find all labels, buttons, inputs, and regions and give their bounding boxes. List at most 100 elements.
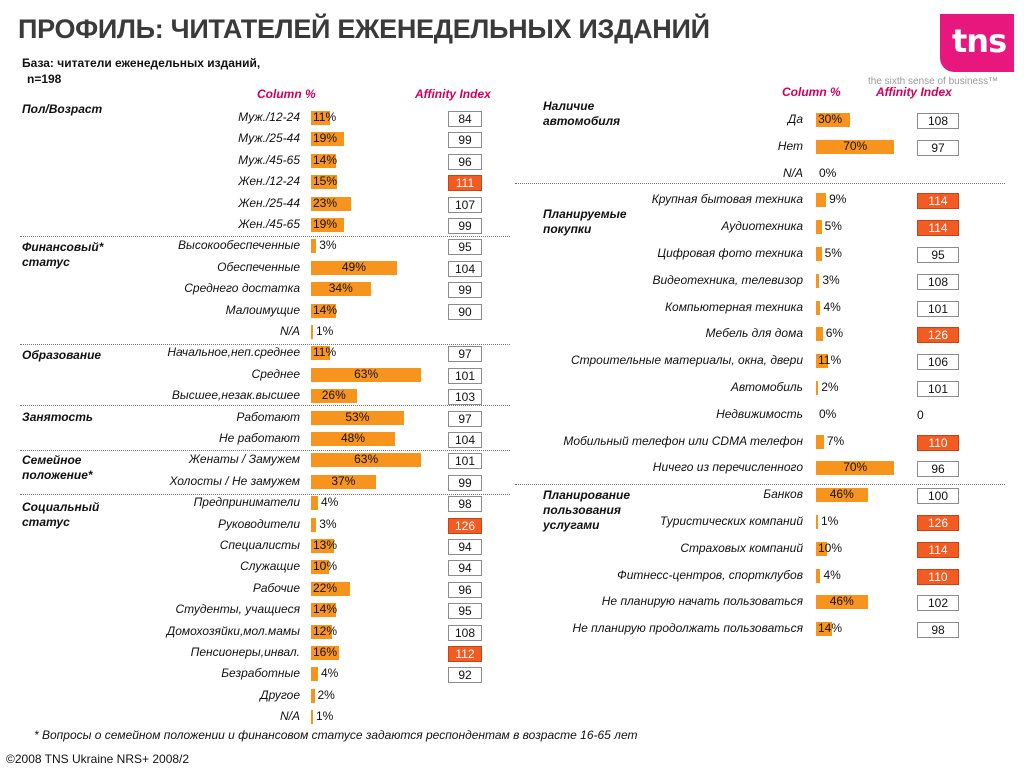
data-bar xyxy=(311,432,395,446)
affinity-index: 96 xyxy=(448,154,482,170)
affinity-index: 99 xyxy=(448,132,482,148)
footnote: * Вопросы о семейном положении и финансо… xyxy=(34,728,638,742)
data-label: 6% xyxy=(825,326,844,340)
affinity-index: 108 xyxy=(917,113,959,129)
data-label: 7% xyxy=(826,434,845,448)
row-label: Муж./12-24 xyxy=(238,110,300,124)
data-bar xyxy=(311,261,397,275)
data-bar xyxy=(311,496,318,510)
data-label: 9% xyxy=(829,192,847,206)
affinity-index: 114 xyxy=(917,220,959,236)
data-label: 22% xyxy=(313,581,338,595)
data-label: 0% xyxy=(819,166,837,180)
data-label: 30% xyxy=(818,112,843,126)
affinity-index: 101 xyxy=(917,381,959,397)
data-label: 16% xyxy=(313,645,338,659)
data-label: 63% xyxy=(354,367,379,381)
affinity-index: 96 xyxy=(448,582,482,598)
data-label: 4% xyxy=(321,495,339,509)
data-bar xyxy=(311,689,315,703)
data-label: 26% xyxy=(321,388,346,402)
row-label: Да xyxy=(787,112,803,126)
data-bar xyxy=(816,247,822,261)
data-label: 2% xyxy=(317,688,335,702)
section-title: Образование xyxy=(22,348,102,362)
data-label: 14% xyxy=(313,153,338,167)
affinity-index: 103 xyxy=(448,389,482,405)
affinity-index: 100 xyxy=(917,488,959,504)
row-label: Безработные xyxy=(221,666,300,680)
data-bar xyxy=(311,518,317,532)
affinity-index: 94 xyxy=(448,539,482,555)
row-label: Крупная бытовая техника xyxy=(651,192,803,206)
left-column-percent-header: Column % xyxy=(257,87,316,101)
data-bar xyxy=(311,389,357,403)
data-bar xyxy=(816,193,827,207)
row-label: Видеотехника, телевизор xyxy=(652,273,803,287)
section-divider xyxy=(20,450,510,451)
section-title: Пол/Возраст xyxy=(22,102,103,116)
data-bar xyxy=(311,625,332,639)
data-bar xyxy=(311,282,371,296)
data-bar xyxy=(311,539,334,553)
row-label: Строительные материалы, окна, двери xyxy=(570,353,803,367)
data-bar xyxy=(311,154,336,168)
data-bar xyxy=(311,411,404,425)
section-divider xyxy=(20,494,510,495)
page-title: ПРОФИЛЬ: ЧИТАТЕЛЕЙ ЕЖЕНЕДЕЛЬНЫХ ИЗДАНИЙ xyxy=(18,14,710,44)
row-label: Холосты / Не замужем xyxy=(169,474,300,488)
data-bar xyxy=(816,113,850,127)
data-label: 37% xyxy=(331,474,356,488)
affinity-index: 97 xyxy=(448,411,482,427)
affinity-index: 110 xyxy=(917,435,959,451)
data-bar xyxy=(816,354,829,368)
data-label: 1% xyxy=(316,709,334,723)
affinity-index: 107 xyxy=(448,197,482,213)
data-bar xyxy=(311,475,376,489)
row-label: Служащие xyxy=(240,559,300,573)
affinity-index: 90 xyxy=(448,304,482,320)
affinity-index: 126 xyxy=(448,518,482,534)
row-label: Среднего достатка xyxy=(184,281,300,295)
data-bar xyxy=(311,646,339,660)
affinity-index: 126 xyxy=(917,515,959,531)
data-label: 70% xyxy=(843,460,868,474)
row-label: Женаты / Замужем xyxy=(188,452,300,466)
section-divider xyxy=(515,183,1005,184)
row-label: Не работают xyxy=(219,431,300,445)
row-label: Студенты, учащиеся xyxy=(175,602,300,616)
affinity-index: 102 xyxy=(917,595,959,611)
data-bar xyxy=(816,488,868,502)
data-bar xyxy=(311,197,352,211)
row-label: Жен./25-44 xyxy=(238,196,300,210)
row-label: Туристических компаний xyxy=(659,514,803,528)
row-label: Нет xyxy=(777,139,803,153)
row-label: Высокообеспеченные xyxy=(177,238,300,252)
affinity-index: 95 xyxy=(448,239,482,255)
data-label: 46% xyxy=(829,487,854,501)
row-label: Среднее xyxy=(251,367,300,381)
data-label: 1% xyxy=(316,324,334,338)
row-label: Автомобиль xyxy=(730,380,803,394)
section-title: Финансовый* статус xyxy=(22,240,104,269)
logo-text: tns xyxy=(952,22,1007,60)
data-label: 3% xyxy=(822,273,840,287)
row-label: Предприниматели xyxy=(193,495,300,509)
data-bar xyxy=(311,667,318,681)
data-label: 0% xyxy=(819,407,837,421)
data-bar xyxy=(816,435,824,449)
affinity-index: 97 xyxy=(448,346,482,362)
data-label: 19% xyxy=(313,217,338,231)
data-bar xyxy=(311,218,345,232)
row-label: Обеспеченные xyxy=(217,260,300,274)
data-bar xyxy=(311,710,313,724)
data-label: 14% xyxy=(818,621,843,635)
data-label: 1% xyxy=(821,514,839,528)
data-label: 34% xyxy=(328,281,353,295)
row-label: Начальное,неп.среднее xyxy=(167,345,300,359)
row-label: Цифровая фото техника xyxy=(657,246,803,260)
base-description: База: читатели еженедельных изданий, xyxy=(22,56,261,70)
affinity-index: 106 xyxy=(917,354,959,370)
affinity-index: 104 xyxy=(448,261,482,277)
data-bar xyxy=(816,595,868,609)
